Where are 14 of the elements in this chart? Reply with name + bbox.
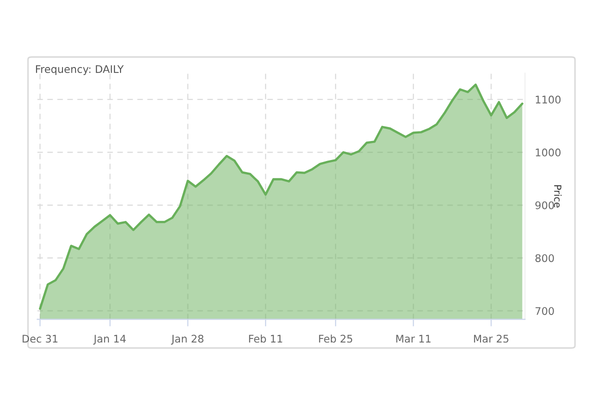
annotation: Frequency: DAILY: [36, 65, 124, 76]
x-tick-label: Jan 14: [93, 334, 126, 345]
y-tick-label: 800: [535, 254, 554, 262]
x-tick-label: Feb 25: [319, 334, 352, 343]
y-tick-label: 1000: [536, 148, 561, 156]
x-tick-label: Jan 28: [170, 334, 204, 345]
y-tick-label: 900: [535, 201, 554, 210]
y-tick-label: 700: [536, 307, 554, 315]
y-tick-label: 1100: [536, 96, 561, 104]
x-tick-label: Dec 31: [22, 334, 58, 343]
x-tick-label: Mar 25: [474, 334, 508, 343]
x-tick-label: Mar 11: [396, 334, 431, 343]
y-axis-title: Price: [554, 185, 562, 208]
x-tick-label: Feb 11: [249, 334, 282, 343]
